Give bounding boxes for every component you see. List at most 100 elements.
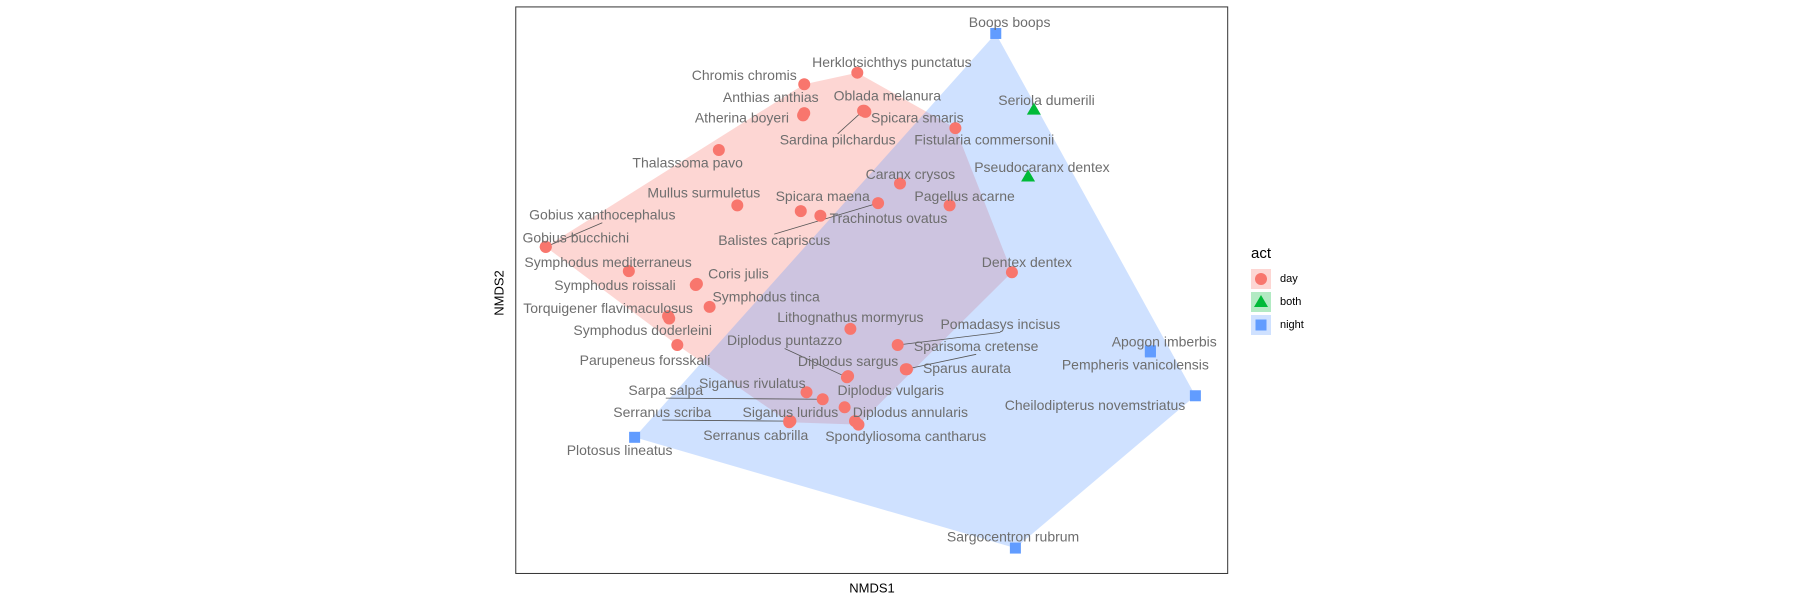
point-label: Diplodus puntazzo [727, 332, 842, 348]
point [1189, 390, 1201, 402]
point-label: Caranx crysos [866, 166, 955, 182]
point [797, 109, 810, 122]
y-axis-title: NMDS2 [491, 270, 506, 316]
legend-label: both [1280, 296, 1301, 308]
leader-line [774, 202, 879, 235]
point-label: Atherina boyeri [695, 110, 789, 126]
point-label: Oblada melanura [834, 88, 942, 104]
point-label: Spondyliosoma cantharus [825, 428, 986, 444]
point [900, 363, 913, 376]
plot-border [515, 6, 1229, 574]
point [844, 322, 857, 335]
point-label: Parupeneus forsskali [580, 352, 711, 368]
legend-marker [1254, 295, 1268, 307]
points [539, 27, 1201, 554]
x-axis-title: NMDS1 [849, 580, 895, 595]
point-label: Sardina pilchardus [780, 131, 896, 147]
point [894, 177, 906, 190]
point-label: Lithognathus mormyrus [777, 309, 923, 325]
point [891, 339, 904, 351]
point [1144, 346, 1156, 358]
labels: Herklotsichthys punctatus Chromis chromis… [522, 14, 1216, 545]
point-label: Thalassoma pavo [632, 155, 743, 171]
point-label: Serranus scriba [613, 404, 711, 420]
point-label: Sparus aurata [923, 360, 1011, 376]
point-label: Symphodus roissali [554, 277, 675, 293]
point [852, 418, 865, 431]
point-label: Siganus luridus [743, 404, 839, 420]
leader-line [665, 397, 823, 400]
point-label: Serranus cabrilla [703, 427, 808, 443]
point [712, 144, 725, 156]
point-label: Coris julis [708, 265, 769, 281]
point [629, 431, 641, 443]
point-label: Cheilodipterus novemstriatus [1005, 397, 1186, 413]
hull [634, 33, 1196, 549]
point-label: Pempheris vanicolensis [1062, 356, 1209, 372]
leaders [545, 110, 1001, 422]
point [1026, 102, 1041, 115]
legend-label: night [1280, 319, 1304, 331]
point [990, 27, 1002, 39]
point-label: Plotosus lineatus [567, 442, 673, 458]
leader-line [784, 348, 848, 378]
point [1009, 542, 1021, 554]
point-label: Herklotsichthys punctatus [812, 54, 972, 70]
point-label: Sparisoma cretense [914, 338, 1039, 354]
point-label: Pomadasys incisus [940, 316, 1060, 332]
point-label: Symphodus tinca [712, 288, 820, 304]
point [1005, 266, 1018, 279]
hull [545, 72, 1012, 425]
point-label: Dentex dentex [982, 254, 1072, 270]
legend-title: act [1251, 245, 1272, 262]
point [1021, 169, 1036, 182]
point [814, 209, 827, 222]
point [851, 66, 864, 79]
legend-marker [1255, 273, 1267, 285]
point-label: Symphodus doderleini [573, 322, 712, 338]
point [539, 240, 552, 253]
point-label: Gobius xanthocephalus [529, 206, 675, 222]
point [872, 197, 885, 210]
point-label: Mullus surmuletus [647, 185, 760, 201]
point [622, 265, 635, 278]
leader-line [662, 419, 790, 422]
hulls [545, 33, 1196, 549]
point-label: Siganus rivulatus [699, 375, 806, 391]
legend-marker [1255, 319, 1267, 331]
point-label: Spicara maena [776, 188, 870, 204]
point [943, 199, 956, 212]
point [842, 370, 855, 383]
point [798, 78, 811, 91]
point-label: Seriola dumerili [998, 92, 1094, 108]
point-label: Diplodus annularis [853, 404, 968, 420]
point [663, 312, 676, 325]
point [838, 401, 851, 414]
point-label: Gobius bucchichi [522, 230, 629, 246]
point-label: Sargocentron rubrum [947, 528, 1079, 544]
point [731, 199, 744, 212]
point [949, 122, 962, 135]
leader-line [545, 222, 603, 248]
point-label: Torquigener flavimaculosus [523, 300, 693, 316]
point-label: Balistes capriscus [718, 232, 830, 248]
point [703, 300, 716, 313]
point-label: Apogon imberbis [1112, 333, 1217, 349]
point [689, 279, 702, 291]
point-label: Symphodus mediterraneus [524, 254, 691, 270]
point [857, 104, 870, 117]
leader-line [897, 331, 1001, 346]
point [794, 205, 807, 218]
point [800, 386, 813, 399]
leader-line [905, 353, 977, 370]
point-label: Sarpa salpa [628, 382, 703, 398]
point-label: Pseudocaranx dentex [974, 159, 1109, 175]
point [816, 393, 829, 406]
point-label: Spicara smaris [871, 110, 964, 126]
point-label: Trachinotus ovatus [830, 210, 948, 226]
point [671, 339, 684, 351]
point-label: Diplodus vulgaris [837, 382, 944, 398]
point-label: Diplodus sargus [798, 353, 898, 369]
point [783, 416, 796, 429]
